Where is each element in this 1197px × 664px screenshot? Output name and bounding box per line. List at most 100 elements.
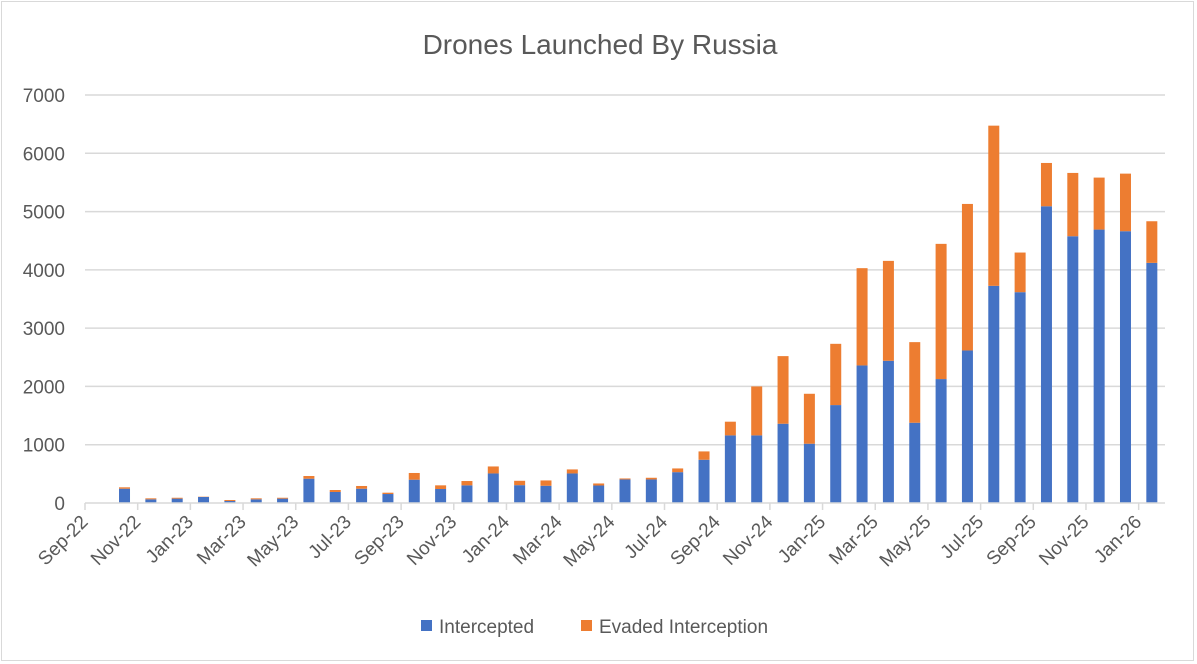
legend-swatch-evaded [581, 620, 592, 631]
bar-intercepted-Oct-25 [1067, 236, 1079, 503]
bar-intercepted-Jan-23 [198, 496, 210, 503]
bar-evaded-May-25 [935, 243, 947, 380]
gridlines [85, 94, 1165, 446]
bar-evaded-Oct-24 [751, 386, 763, 436]
bar-evaded-Aug-24 [698, 451, 710, 460]
legend-swatch-intercepted [421, 620, 432, 631]
bar-intercepted-Jul-24 [672, 472, 684, 503]
bar-evaded-Apr-24 [593, 483, 605, 486]
bar-evaded-Nov-24 [777, 356, 789, 424]
bar-evaded-Feb-23 [224, 500, 236, 502]
bar-intercepted-Nov-23 [461, 485, 473, 503]
bar-intercepted-Dec-25 [1119, 231, 1131, 503]
chart-title: Drones Launched By Russia [423, 29, 778, 60]
bar-evaded-Dec-23 [487, 466, 499, 474]
bar-evaded-Jul-23 [356, 485, 368, 489]
bar-intercepted-Feb-25 [856, 365, 868, 503]
y-tick-label: 7000 [23, 86, 65, 107]
bar-evaded-Dec-22 [171, 497, 183, 499]
bar-intercepted-Mar-25 [882, 360, 894, 503]
bar-intercepted-Apr-25 [909, 422, 921, 503]
y-tick-label: 4000 [23, 261, 65, 282]
bar-evaded-Jan-25 [830, 343, 842, 406]
bar-intercepted-May-25 [935, 379, 947, 503]
bar-evaded-Jun-24 [645, 477, 657, 480]
bar-intercepted-Jan-26 [1146, 262, 1158, 503]
x-tick-label: Jul-24 [621, 511, 673, 563]
bar-intercepted-Sep-24 [724, 435, 736, 503]
bar-intercepted-Jun-23 [329, 491, 341, 503]
bar-intercepted-Apr-23 [277, 498, 289, 503]
x-tick-label: May-25 [876, 512, 936, 572]
bar-evaded-Jun-23 [329, 490, 341, 492]
bar-evaded-Aug-23 [382, 492, 394, 495]
bar-evaded-Mar-25 [882, 260, 894, 361]
bar-intercepted-Dec-23 [487, 473, 499, 503]
legend-label-intercepted: Intercepted [439, 617, 534, 638]
bar-intercepted-Sep-23 [408, 479, 420, 503]
bar-evaded-Feb-25 [856, 268, 868, 366]
bar-intercepted-Nov-25 [1093, 229, 1105, 503]
bar-evaded-Oct-22 [119, 487, 131, 489]
bar-evaded-Mar-24 [566, 469, 578, 474]
x-tick-label: Mar-25 [825, 512, 882, 569]
bar-evaded-Jul-24 [672, 468, 684, 473]
bar-evaded-Jan-26 [1146, 221, 1158, 263]
bar-intercepted-Jul-23 [356, 488, 368, 503]
x-tick-label: May-24 [560, 511, 620, 571]
bars [119, 125, 1158, 503]
bar-intercepted-Oct-24 [751, 435, 763, 503]
bar-intercepted-Nov-24 [777, 423, 789, 503]
bar-evaded-Mar-23 [250, 498, 262, 500]
y-axis-ticks: 0 1000 2000 3000 4000 5000 6000 7000 [23, 86, 65, 515]
x-tick-label: Jul-23 [305, 512, 356, 563]
bar-intercepted-Mar-23 [250, 499, 262, 503]
bar-intercepted-Oct-22 [119, 488, 131, 503]
bar-evaded-Nov-25 [1093, 177, 1105, 230]
bar-intercepted-Jun-24 [645, 479, 657, 503]
bar-evaded-May-23 [303, 476, 315, 479]
bar-evaded-Jun-25 [961, 203, 973, 351]
bar-intercepted-Dec-24 [803, 443, 815, 503]
legend: Intercepted Evaded Interception [421, 617, 768, 638]
bar-evaded-Sep-25 [1040, 162, 1052, 207]
bar-intercepted-Mar-24 [566, 473, 578, 503]
x-tick-label: May-23 [244, 512, 304, 572]
bar-evaded-Feb-24 [540, 480, 552, 486]
bar-evaded-Apr-23 [277, 497, 289, 499]
bar-evaded-Nov-22 [145, 498, 157, 500]
y-tick-label: 5000 [23, 203, 65, 224]
x-tick-label: Nov-24 [719, 511, 777, 569]
bar-intercepted-Aug-25 [1014, 292, 1026, 503]
bar-intercepted-Sep-25 [1040, 206, 1052, 503]
x-tick-label: Jan-24 [458, 511, 514, 567]
x-tick-label: Mar-23 [193, 512, 250, 569]
bar-evaded-Jan-24 [514, 480, 526, 486]
bar-intercepted-Oct-23 [435, 489, 447, 503]
bar-intercepted-Jan-25 [830, 405, 842, 503]
x-tick-label: Jul-25 [937, 512, 988, 563]
x-tick-label: Sep-25 [983, 512, 1041, 570]
legend-label-evaded: Evaded Interception [599, 617, 768, 638]
bar-intercepted-Feb-23 [224, 501, 236, 503]
x-tick-label: Jan-26 [1090, 512, 1146, 568]
bar-evaded-Nov-23 [461, 481, 473, 486]
bar-intercepted-Dec-22 [171, 498, 183, 503]
bar-intercepted-Apr-24 [593, 485, 605, 503]
x-tick-label: Mar-24 [509, 511, 567, 569]
bar-evaded-Jul-25 [988, 125, 1000, 286]
y-tick-label: 6000 [23, 144, 65, 165]
bar-evaded-Oct-25 [1067, 172, 1079, 237]
y-tick-label: 3000 [23, 319, 65, 340]
bar-intercepted-Jun-25 [961, 350, 973, 503]
y-tick-label: 1000 [23, 436, 65, 457]
bar-evaded-Sep-24 [724, 421, 736, 436]
bar-intercepted-May-24 [619, 479, 631, 503]
x-tick-label: Nov-22 [87, 512, 145, 570]
y-tick-label: 0 [54, 494, 65, 515]
bar-intercepted-Jan-24 [514, 485, 526, 503]
x-tick-label: Sep-23 [350, 512, 408, 570]
x-tick-label: Jan-25 [774, 512, 830, 568]
